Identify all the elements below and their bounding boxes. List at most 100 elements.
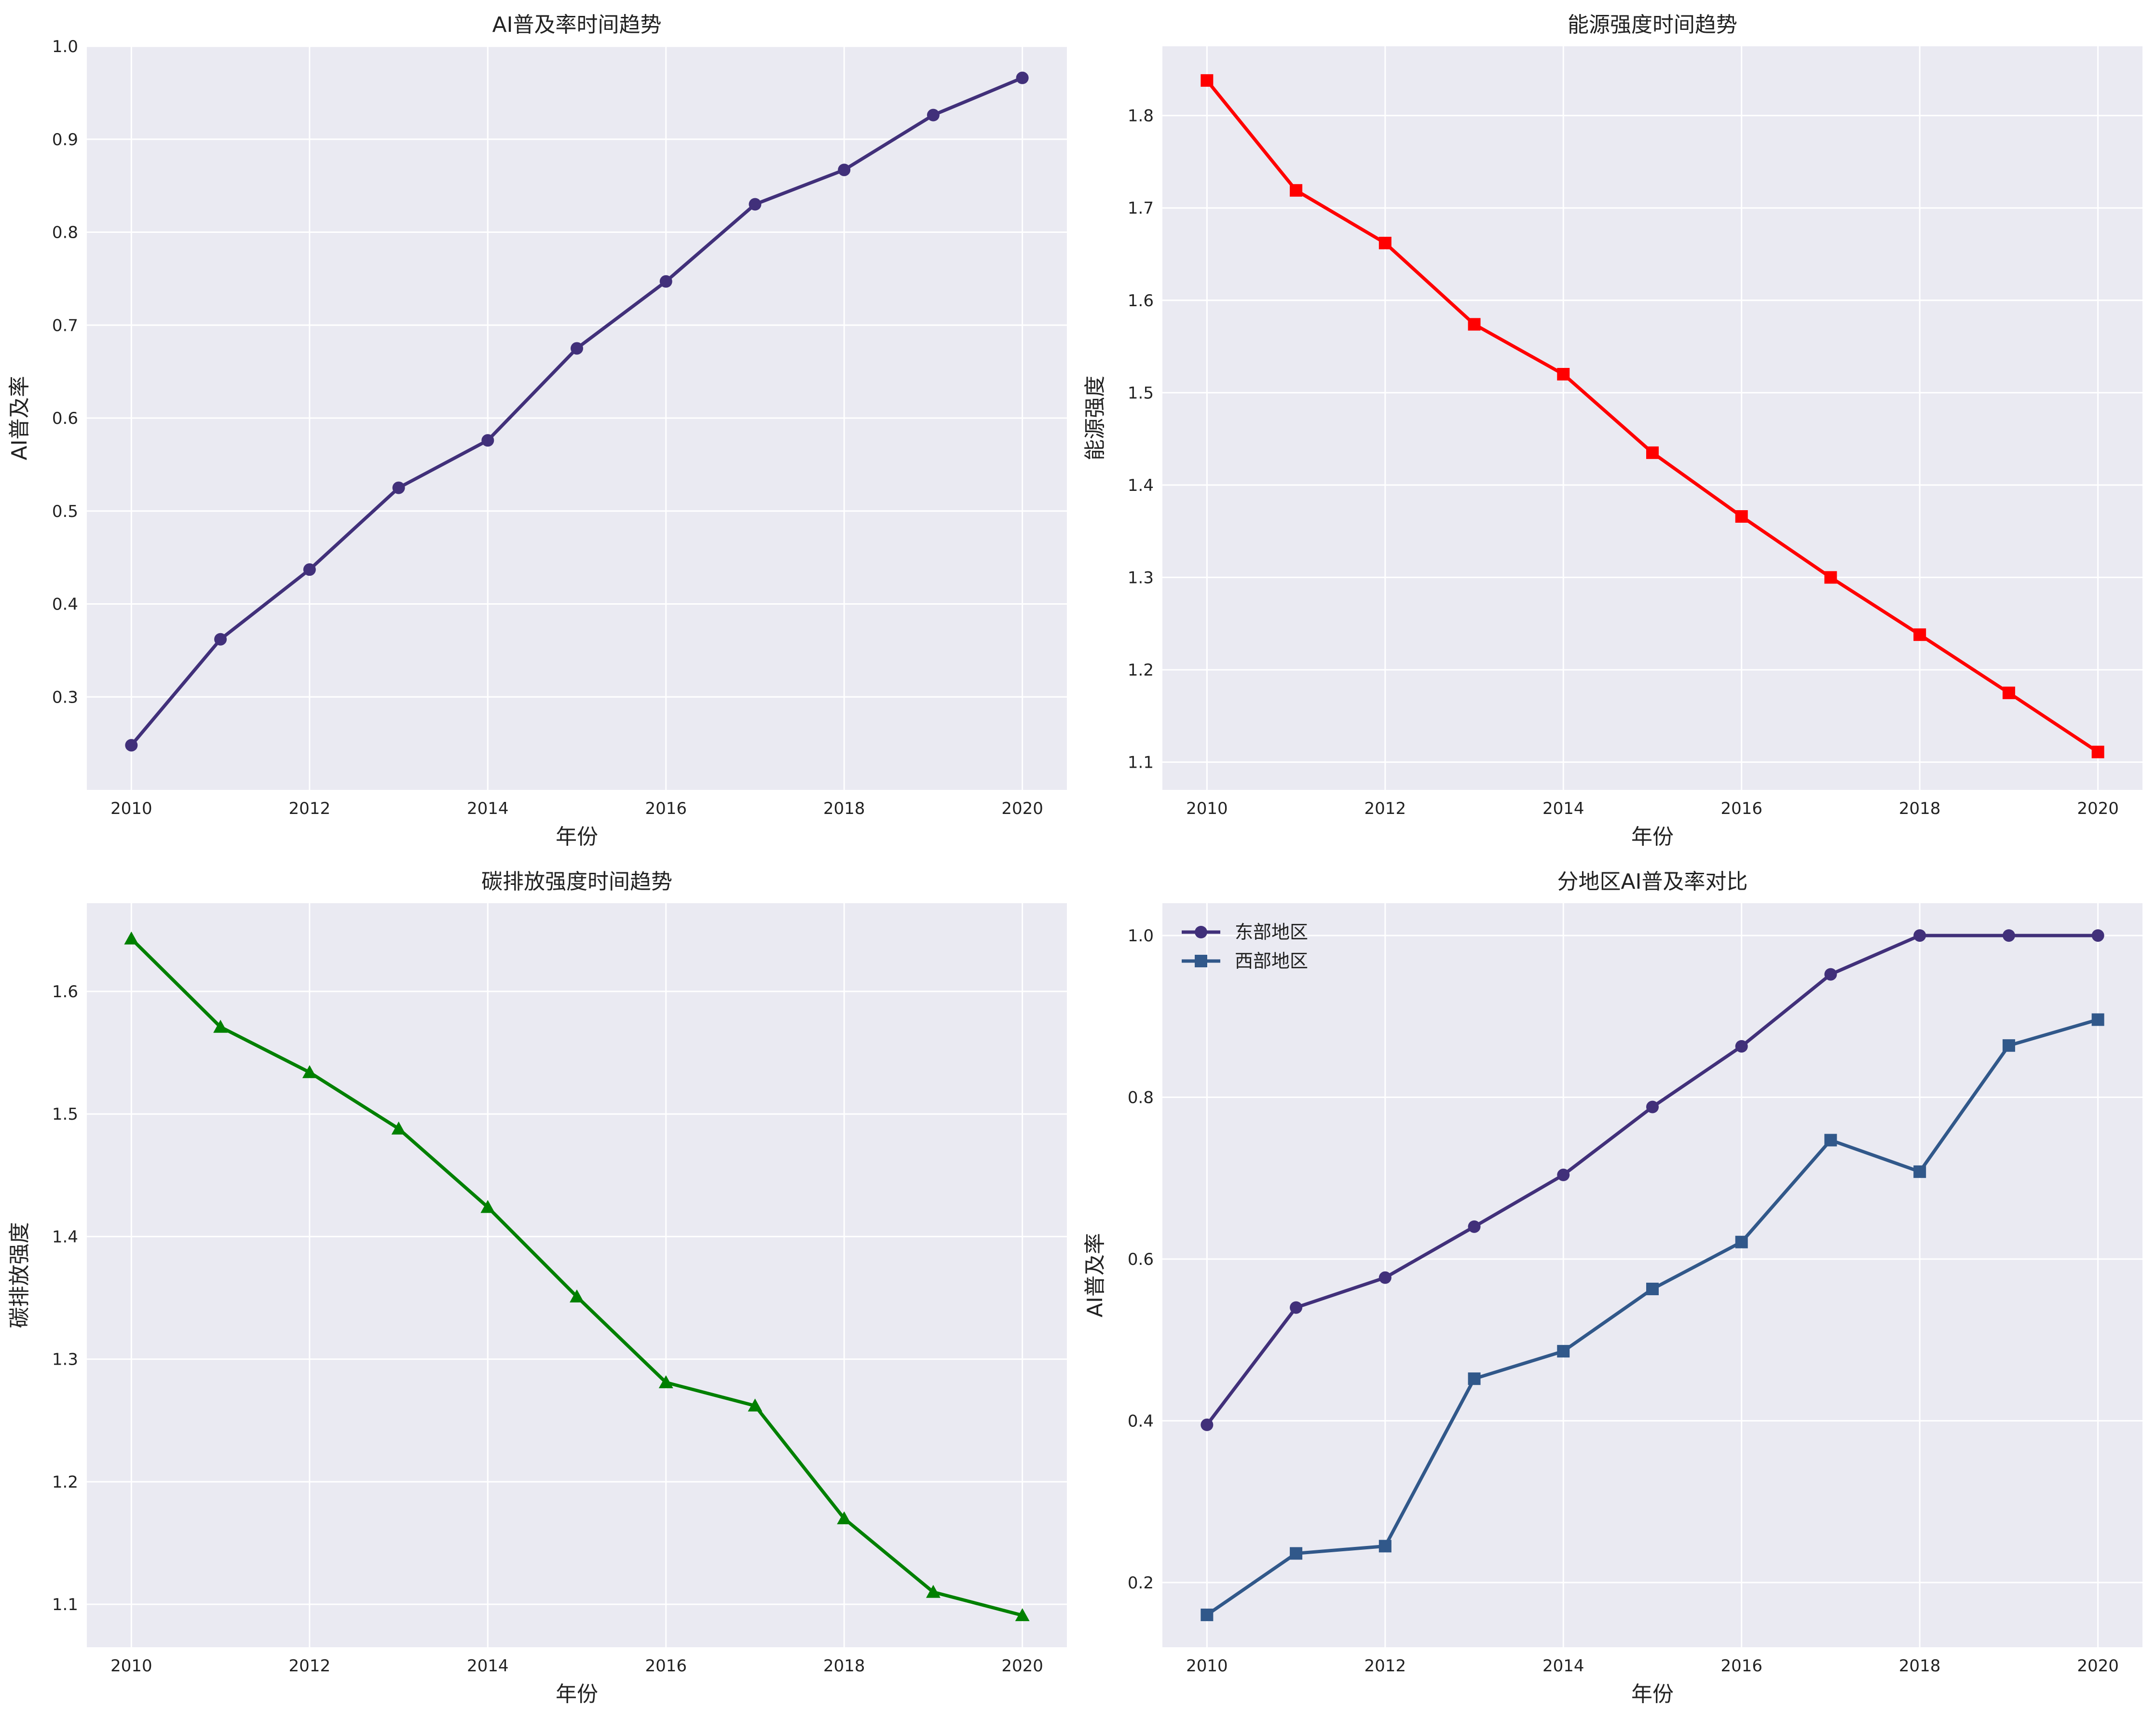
data-point [1015, 1608, 1030, 1621]
x-tick-label: 2014 [467, 1656, 509, 1676]
data-point [1468, 318, 1481, 331]
y-tick-label: 0.6 [52, 409, 78, 428]
data-point [1016, 71, 1029, 84]
data-point [125, 739, 138, 752]
series-layer [124, 931, 1030, 1621]
y-tick-label: 1.8 [1128, 107, 1154, 126]
legend-label: 东部地区 [1235, 921, 1308, 943]
gridlines [87, 903, 1067, 1647]
x-tick-label: 2012 [1365, 799, 1406, 818]
legend-label: 西部地区 [1235, 950, 1308, 972]
y-tick-label: 1.6 [52, 982, 78, 1002]
y-tick-label: 1.4 [1128, 476, 1154, 495]
x-axis-label: 年份 [556, 1682, 598, 1707]
y-tick-label: 0.4 [1128, 1411, 1154, 1431]
data-point [2002, 686, 2015, 699]
data-point [570, 1289, 584, 1302]
legend-entry: 东部地区 [1182, 921, 1308, 943]
tick-labels: 2010 2012 2014 2016 2018 2020 1.1 1.2 1.3 1.4 1.5 1… [52, 982, 1043, 1676]
x-tick-label: 2020 [2077, 1656, 2119, 1676]
y-tick-label: 1.6 [1128, 291, 1154, 311]
data-point [1468, 1372, 1481, 1385]
data-point [1735, 510, 1748, 523]
panel-title: AI普及率时间趋势 [492, 13, 661, 37]
data-point [1913, 929, 1926, 942]
panel-energy-intensity-trend: 2010 2012 2014 2016 2018 2020 1.1 1.2 1.3 1.4 1.5 1… [1083, 13, 2142, 849]
panel-carbon-intensity-trend: 2010 2012 2014 2016 2018 2020 1.1 1.2 1.3 1.4 1.5 1… [7, 869, 1067, 1707]
data-point [1557, 1345, 1570, 1358]
x-tick-label: 2010 [110, 1656, 152, 1676]
x-axis-label: 年份 [556, 825, 598, 849]
panel-title: 分地区AI普及率对比 [1557, 869, 1747, 894]
x-tick-label: 2016 [645, 799, 687, 818]
y-tick-label: 1.1 [52, 1595, 78, 1614]
x-tick-label: 2018 [823, 799, 865, 818]
y-tick-label: 1.2 [1128, 661, 1154, 680]
data-point [214, 633, 227, 646]
panel-title: 碳排放强度时间趋势 [481, 869, 672, 894]
data-point [837, 1511, 852, 1525]
x-tick-label: 2010 [110, 799, 152, 818]
data-point [1824, 1134, 1837, 1147]
y-axis-label: 碳排放强度 [7, 1222, 32, 1328]
plot-area [87, 903, 1067, 1647]
x-tick-label: 2012 [289, 1656, 331, 1676]
data-point [391, 1121, 406, 1135]
y-tick-label: 0.4 [52, 595, 78, 614]
y-tick-label: 1.2 [52, 1473, 78, 1492]
data-point [926, 1585, 941, 1598]
data-point [1735, 1235, 1748, 1248]
legend-marker [1195, 926, 1207, 938]
data-point [1824, 968, 1837, 981]
y-tick-label: 0.8 [1128, 1088, 1154, 1108]
y-tick-label: 1.1 [1128, 753, 1154, 772]
x-tick-label: 2020 [1001, 1656, 1043, 1676]
tick-labels: 2010 2012 2014 2016 2018 2020 1.1 1.2 1.3 1.4 1.5 1… [1128, 107, 2119, 818]
data-point [124, 931, 139, 945]
y-tick-label: 1.7 [1128, 199, 1154, 218]
data-point [2002, 1039, 2015, 1052]
data-point [1290, 1547, 1303, 1560]
legend: 东部地区 西部地区 [1182, 921, 1308, 972]
data-point [658, 1375, 673, 1388]
y-tick-label: 0.6 [1128, 1250, 1154, 1269]
y-axis-label: AI普及率 [1083, 1233, 1107, 1317]
legend-entry: 西部地区 [1182, 950, 1308, 972]
data-point [1557, 368, 1570, 381]
x-tick-label: 2014 [467, 799, 509, 818]
x-tick-label: 2016 [645, 1656, 687, 1676]
x-tick-label: 2018 [1899, 799, 1941, 818]
x-axis-label: 年份 [1631, 1682, 1674, 1707]
data-point [480, 1200, 495, 1213]
tick-labels: 2010 2012 2014 2016 2018 2020 0.3 0.4 0.5 0.6 0.7 0… [52, 37, 1043, 818]
data-point [302, 1065, 317, 1078]
legend-marker [1195, 955, 1207, 967]
data-point [1646, 446, 1659, 459]
data-point [213, 1019, 228, 1033]
data-point [2091, 1013, 2104, 1026]
y-tick-label: 1.3 [52, 1350, 78, 1369]
data-point [748, 1398, 763, 1412]
tick-labels: 2010 2012 2014 2016 2018 2020 0.2 0.4 0.6 0.8 1.0 [1128, 926, 2119, 1676]
data-point [1201, 1418, 1214, 1431]
x-tick-label: 2014 [1542, 1656, 1584, 1676]
legend-swatch [1182, 926, 1220, 938]
x-tick-label: 2010 [1186, 799, 1228, 818]
series-layer [1201, 929, 2104, 1621]
y-tick-label: 0.8 [52, 223, 78, 243]
data-point [1378, 1540, 1392, 1553]
x-tick-label: 2020 [2077, 799, 2119, 818]
data-point [571, 342, 583, 355]
y-axis-label: 能源强度 [1083, 376, 1107, 461]
data-point [1378, 1271, 1392, 1284]
data-point [927, 108, 940, 122]
y-tick-label: 1.5 [1128, 383, 1154, 403]
data-point [1378, 237, 1392, 250]
data-point [2091, 745, 2104, 759]
y-tick-label: 1.0 [1128, 926, 1154, 946]
x-axis-label: 年份 [1631, 825, 1674, 849]
y-axis-label: AI普及率 [7, 376, 32, 460]
y-tick-label: 1.4 [52, 1227, 78, 1247]
y-tick-label: 1.3 [1128, 568, 1154, 587]
y-tick-label: 0.7 [52, 316, 78, 335]
